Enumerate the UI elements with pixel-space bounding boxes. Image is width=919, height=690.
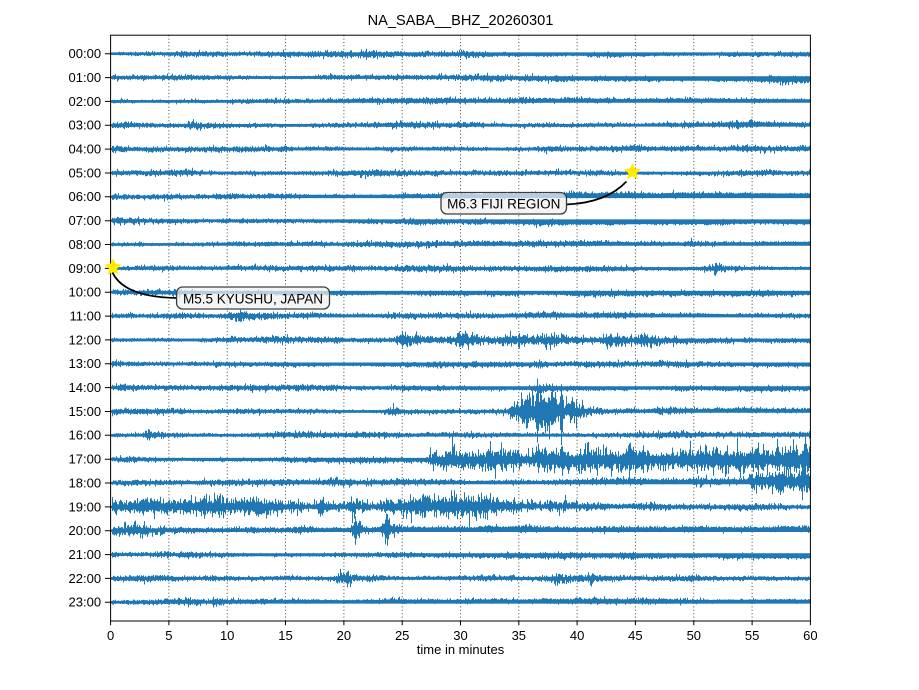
svg-text:60: 60: [803, 628, 817, 643]
svg-text:40: 40: [570, 628, 584, 643]
svg-text:14:00: 14:00: [69, 380, 102, 395]
svg-text:20: 20: [337, 628, 351, 643]
svg-text:50: 50: [687, 628, 701, 643]
svg-text:10: 10: [220, 628, 234, 643]
svg-text:35: 35: [512, 628, 526, 643]
svg-text:15: 15: [278, 628, 292, 643]
svg-text:30: 30: [453, 628, 467, 643]
svg-text:20:00: 20:00: [69, 523, 102, 538]
svg-text:22:00: 22:00: [69, 571, 102, 586]
svg-text:08:00: 08:00: [69, 237, 102, 252]
svg-text:13:00: 13:00: [69, 356, 102, 371]
svg-text:16:00: 16:00: [69, 428, 102, 443]
svg-text:12:00: 12:00: [69, 332, 102, 347]
svg-text:05:00: 05:00: [69, 165, 102, 180]
svg-text:06:00: 06:00: [69, 189, 102, 204]
svg-text:18:00: 18:00: [69, 475, 102, 490]
svg-text:time in minutes: time in minutes: [417, 642, 505, 657]
svg-text:03:00: 03:00: [69, 118, 102, 133]
svg-text:00:00: 00:00: [69, 46, 102, 61]
svg-text:5: 5: [165, 628, 172, 643]
svg-text:M6.3 FIJI REGION: M6.3 FIJI REGION: [447, 197, 560, 212]
svg-text:55: 55: [745, 628, 759, 643]
svg-text:21:00: 21:00: [69, 547, 102, 562]
svg-text:01:00: 01:00: [69, 70, 102, 85]
svg-text:11:00: 11:00: [70, 309, 102, 324]
svg-text:04:00: 04:00: [69, 142, 102, 157]
svg-text:23:00: 23:00: [69, 595, 102, 610]
svg-text:NA_SABA__BHZ_20260301: NA_SABA__BHZ_20260301: [368, 13, 554, 29]
svg-text:15:00: 15:00: [69, 404, 102, 419]
svg-text:07:00: 07:00: [69, 213, 102, 228]
svg-text:10:00: 10:00: [69, 285, 102, 300]
svg-text:0: 0: [107, 628, 114, 643]
svg-text:02:00: 02:00: [69, 94, 102, 109]
svg-text:25: 25: [395, 628, 409, 643]
svg-text:09:00: 09:00: [69, 261, 102, 276]
svg-text:M5.5 KYUSHU, JAPAN: M5.5 KYUSHU, JAPAN: [183, 291, 323, 306]
svg-text:19:00: 19:00: [69, 499, 102, 514]
svg-text:45: 45: [628, 628, 642, 643]
svg-text:17:00: 17:00: [69, 452, 102, 467]
